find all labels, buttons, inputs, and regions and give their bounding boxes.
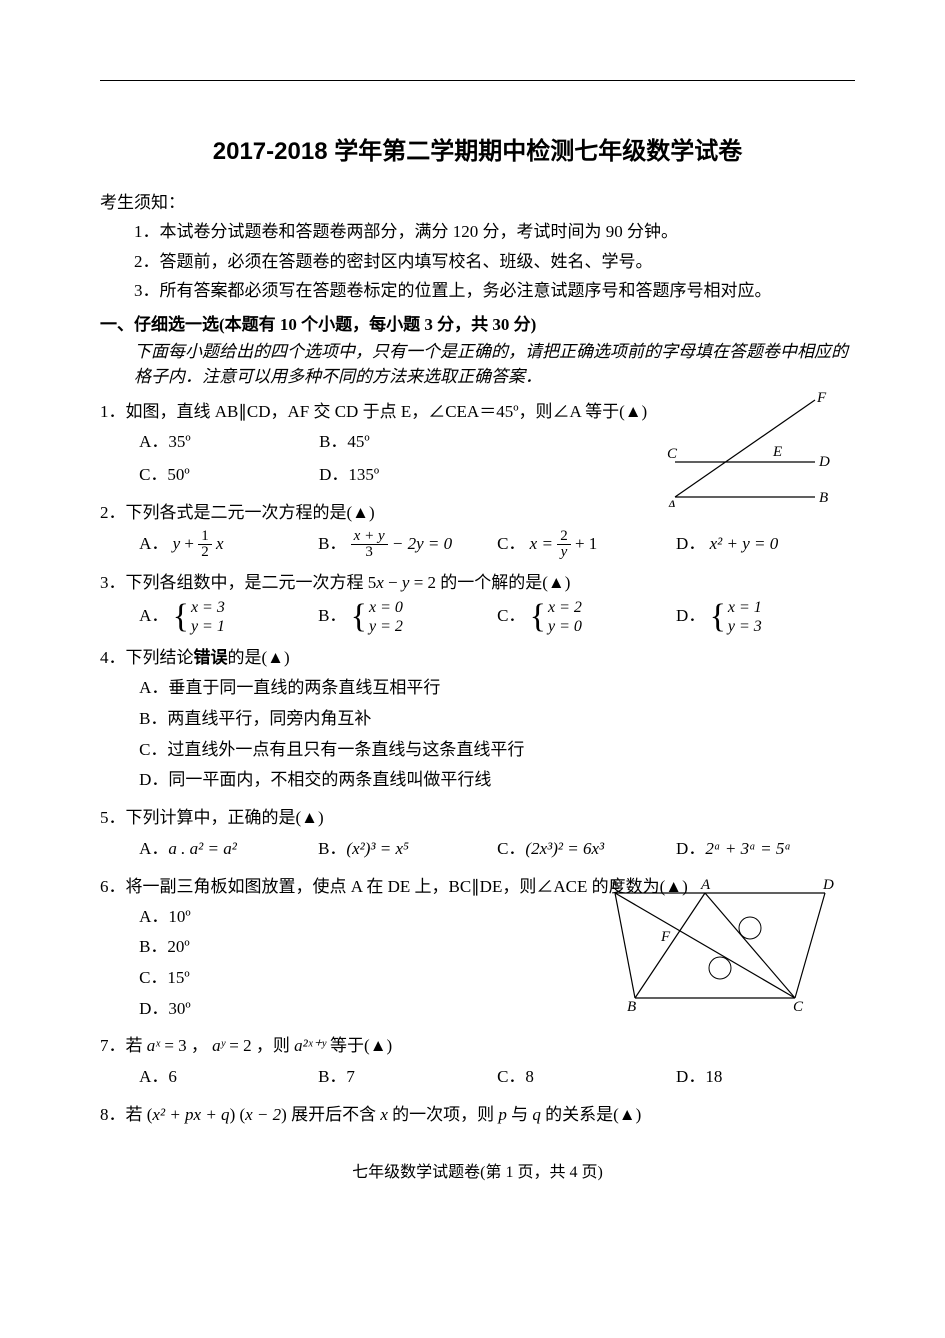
q5-choice-d: D．2ᵃ + 3ᵃ = 5ᵃ [676, 833, 855, 865]
q8-stem: 8．若 (x² + px + q) (x − 2) 展开后不含 x 的一次项，则… [100, 1105, 641, 1124]
q2-stem: 2．下列各式是二元一次方程的是(▲) [100, 503, 375, 522]
svg-text:C: C [667, 446, 678, 462]
question-4: 4．下列结论错误的是(▲) A．垂直于同一直线的两条直线互相平行 B．两直线平行… [100, 644, 855, 795]
q2-choice-d: D． x² + y = 0 [676, 528, 855, 561]
q6-choice-a: A．10º [139, 902, 439, 933]
q7-choice-c: C．8 [497, 1061, 676, 1093]
q4-stem: 4．下列结论错误的是(▲) [100, 648, 290, 667]
q7-choice-b: B．7 [318, 1061, 497, 1093]
q3-choice-d: D． {x = 1y = 3 [676, 598, 855, 636]
q7-choice-d: D．18 [676, 1061, 855, 1093]
q2-choice-b: B． x + y3 − 2y = 0 [318, 528, 497, 561]
q5-choice-b: B．(x²)³ = x⁵ [318, 833, 497, 865]
q3-choice-b: B． {x = 0y = 2 [318, 598, 497, 636]
q6-figure: E A D F B C [605, 873, 835, 1013]
exam-title: 2017-2018 学年第二学期期中检测七年级数学试卷 [100, 131, 855, 166]
q6-choice-c: C．15º [139, 963, 439, 994]
question-8: 8．若 (x² + px + q) (x − 2) 展开后不含 x 的一次项，则… [100, 1101, 855, 1130]
svg-text:F: F [816, 392, 827, 406]
notice-item: 1．本试卷分试题卷和答题卷两部分，满分 120 分，考试时间为 90 分钟。 [134, 219, 855, 245]
notice-item: 2．答题前，必须在答题卷的密封区内填写校名、班级、姓名、学号。 [134, 249, 855, 275]
q2-choice-c: C． x = 2y + 1 [497, 528, 676, 561]
q1-choice-a: A．35º [139, 426, 319, 458]
q6-stem: 6．将一副三角板如图放置，使点 A 在 DE 上，BC∥DE，则∠ACE 的度数… [100, 877, 688, 896]
top-rule [100, 80, 855, 81]
svg-text:A: A [700, 877, 711, 893]
q3-choice-c: C． {x = 2y = 0 [497, 598, 676, 636]
notice-item: 3．所有答案都必须写在答题卷标定的位置上，务必注意试题序号和答题序号相对应。 [134, 278, 855, 304]
q4-choice-b: B．两直线平行，同旁内角互补 [139, 704, 855, 735]
q1-choice-c: C．50º [139, 459, 319, 491]
q3-stem: 3．下列各组数中，是二元一次方程 5x − y = 2 的一个解的是(▲) [100, 573, 570, 592]
question-6: 6．将一副三角板如图放置，使点 A 在 DE 上，BC∥DE，则∠ACE 的度数… [100, 873, 855, 1024]
question-7: 7．若 aˣ = 3 ， aʸ = 2 ，则 a²ˣ⁺ʸ 等于(▲) A．6 B… [100, 1032, 855, 1093]
svg-text:E: E [610, 877, 620, 893]
section-1-heading: 一、仔细选一选(本题有 10 个小题，每小题 3 分，共 30 分) [100, 310, 855, 335]
page-footer: 七年级数学试题卷(第 1 页，共 4 页) [100, 1158, 855, 1182]
q7-stem: 7．若 aˣ = 3 ， aʸ = 2 ，则 a²ˣ⁺ʸ 等于(▲) [100, 1036, 392, 1055]
q5-choice-a: A．a . a² = a² [139, 833, 318, 865]
question-2: 2．下列各式是二元一次方程的是(▲) A． y + 12 x B． x + y3… [100, 499, 855, 561]
svg-text:F: F [660, 929, 671, 945]
q1-choice-b: B．45º [319, 426, 499, 458]
question-5: 5．下列计算中，正确的是(▲) A．a . a² = a² B．(x²)³ = … [100, 804, 855, 865]
q4-choice-d: D．同一平面内，不相交的两条直线叫做平行线 [139, 765, 855, 796]
svg-text:C: C [793, 999, 804, 1013]
q1-stem: 1．如图，直线 AB∥CD，AF 交 CD 于点 E，∠CEA＝45º，则∠A … [100, 402, 647, 421]
svg-text:D: D [818, 454, 830, 470]
exam-page: 2017-2018 学年第二学期期中检测七年级数学试卷 考生须知： 1．本试卷分… [0, 0, 945, 1222]
q4-choice-a: A．垂直于同一直线的两条直线互相平行 [139, 673, 855, 704]
q2-choice-a: A． y + 12 x [139, 528, 318, 561]
question-1: 1．如图，直线 AB∥CD，AF 交 CD 于点 E，∠CEA＝45º，则∠A … [100, 398, 855, 491]
q1-choice-d: D．135º [319, 459, 499, 491]
svg-text:B: B [627, 999, 636, 1013]
q5-stem: 5．下列计算中，正确的是(▲) [100, 808, 324, 827]
q6-choice-b: B．20º [139, 932, 439, 963]
notice-heading: 考生须知： [100, 188, 855, 213]
q6-choice-d: D．30º [139, 994, 439, 1025]
svg-text:E: E [772, 444, 782, 460]
q1-figure: F E C D A B [665, 392, 845, 507]
question-3: 3．下列各组数中，是二元一次方程 5x − y = 2 的一个解的是(▲) A．… [100, 569, 855, 636]
section-1-intro: 下面每小题给出的四个选项中，只有一个是正确的，请把正确选项前的字母填在答题卷中相… [134, 339, 855, 390]
q5-choice-c: C．(2x³)² = 6x³ [497, 833, 676, 865]
q7-choice-a: A．6 [139, 1061, 318, 1093]
q4-choice-c: C．过直线外一点有且只有一条直线与这条直线平行 [139, 735, 855, 766]
q3-choice-a: A． {x = 3y = 1 [139, 598, 318, 636]
svg-text:D: D [822, 877, 834, 893]
